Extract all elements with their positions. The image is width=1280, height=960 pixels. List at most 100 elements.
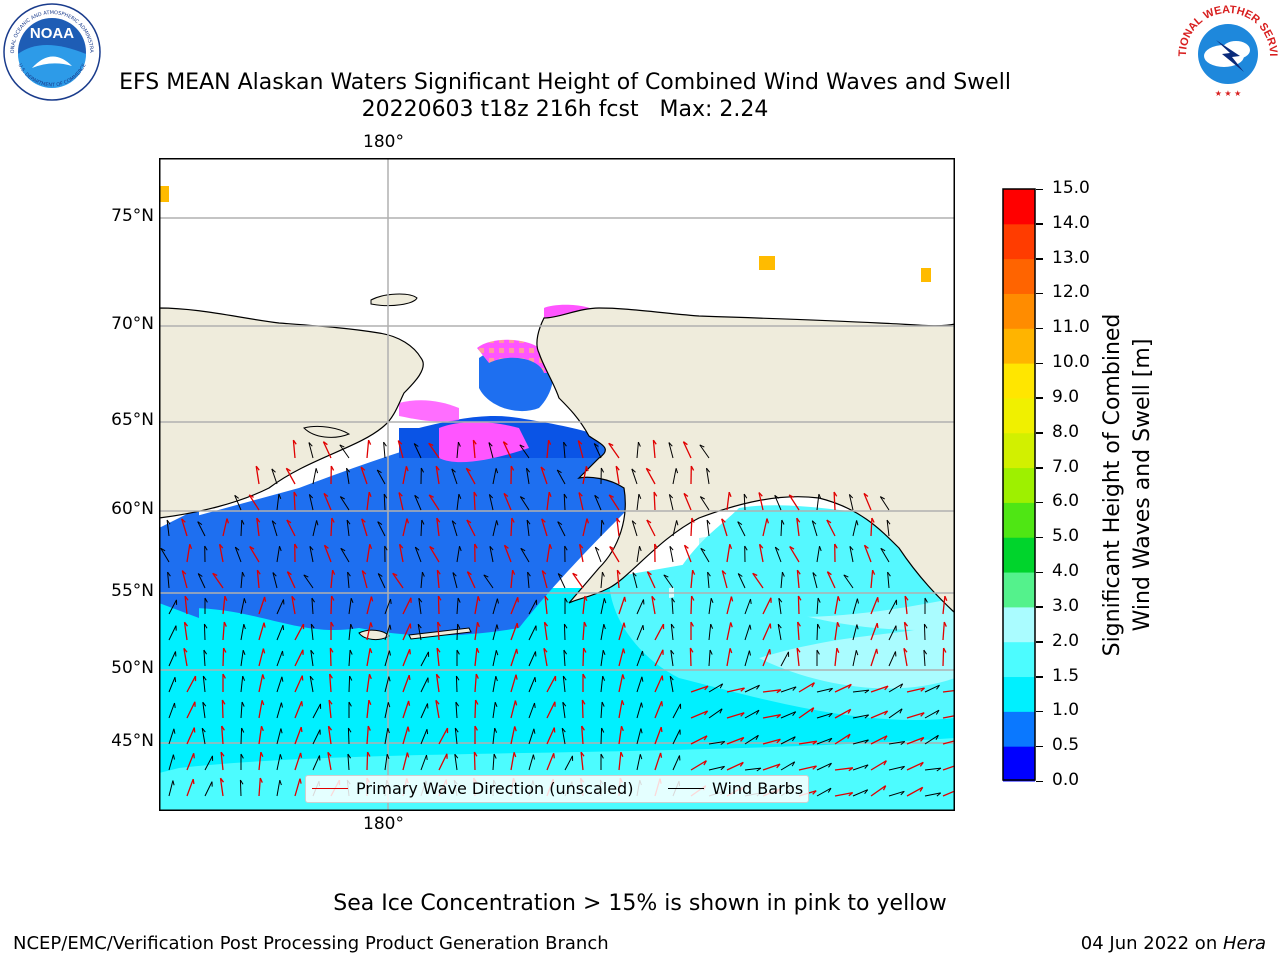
wave-arrow-head	[721, 518, 726, 523]
wave-direction-arrow	[834, 683, 852, 693]
wind-barb	[308, 494, 314, 511]
wave-arrow-head	[544, 595, 549, 601]
wind-barb-flag	[339, 444, 345, 448]
wind-barb	[600, 519, 603, 537]
wind-barb	[240, 624, 245, 641]
wind-barb	[852, 764, 869, 771]
wave-arrow-head	[608, 494, 614, 498]
wave-arrow-head	[553, 753, 555, 759]
wind-barb	[708, 708, 723, 719]
wave-arrow-head	[183, 647, 188, 653]
colorbar-tick-mark	[1036, 467, 1043, 469]
wind-barb-flag	[671, 597, 676, 603]
colorbar-tick-label: 12.0	[1052, 282, 1090, 303]
wave-direction-arrow	[218, 544, 224, 563]
wave-arrow-head	[834, 543, 838, 549]
wave-arrow-head	[474, 725, 478, 731]
wind-barb-flag	[601, 701, 605, 707]
wave-direction-arrow	[942, 647, 945, 667]
wave-direction-arrow	[651, 596, 656, 615]
wave-arrow-head	[286, 519, 292, 524]
wave-arrow-head	[703, 710, 709, 716]
wave-direction-arrow	[653, 491, 656, 511]
wave-arrow-head	[429, 546, 435, 550]
wave-arrow-head	[730, 622, 733, 628]
wind-barb	[272, 572, 278, 589]
wind-barb	[377, 573, 386, 589]
wind-barb	[852, 624, 858, 641]
colorbar-tick-mark	[1036, 745, 1043, 748]
colorbar-band	[1003, 223, 1035, 260]
wave-direction-arrow	[428, 494, 440, 511]
wave-direction-arrow	[429, 546, 440, 563]
wave-direction-arrow	[402, 466, 408, 485]
wind-barb-flag	[239, 779, 244, 785]
wave-arrow-head	[776, 689, 782, 694]
wave-direction-arrow	[762, 689, 781, 693]
wave-direction-arrow	[834, 733, 851, 745]
wind-barb	[668, 494, 674, 511]
wave-arrow-head	[330, 465, 335, 471]
wind-barb	[743, 493, 746, 511]
wave-arrow-head	[212, 572, 218, 577]
wind-barb-flag	[900, 790, 905, 796]
wave-arrow-head	[703, 735, 708, 741]
wind-barb	[737, 521, 746, 537]
wind-barb	[600, 727, 603, 745]
wave-arrow-head	[285, 467, 291, 472]
wave-arrow-head	[541, 570, 547, 575]
wave-arrow-head	[944, 595, 948, 601]
wind-barb-flag	[420, 467, 425, 473]
wave-direction-arrow	[762, 713, 781, 719]
wind-barb-flag	[387, 728, 390, 734]
wind-barb	[456, 546, 460, 563]
wind-barb	[201, 728, 206, 745]
wind-barb-flag	[564, 545, 568, 551]
wave-arrow-head	[690, 465, 695, 471]
wind-barb-flag	[281, 676, 284, 682]
wave-direction-arrow	[474, 648, 478, 667]
wind-barb	[600, 676, 604, 693]
wave-arrow-head	[262, 648, 266, 654]
wind-barb-flag	[279, 546, 282, 552]
wave-arrow-head	[549, 543, 553, 550]
wave-direction-arrow	[428, 442, 440, 459]
wind-barb-flag	[563, 441, 567, 447]
wave-arrow-head	[398, 492, 403, 497]
wave-direction-arrow	[510, 597, 519, 615]
wave-arrow-head	[406, 752, 410, 758]
wave-direction-arrow	[466, 571, 476, 589]
wave-direction-arrow	[437, 621, 440, 641]
wave-arrow-head	[623, 622, 626, 628]
wind-barb-flag	[557, 521, 563, 526]
wind-barb	[708, 598, 712, 615]
wave-direction-arrow	[366, 700, 370, 719]
wind-barb-flag	[421, 571, 425, 577]
wind-barb-flag	[827, 787, 832, 793]
wind-barb-flag	[642, 650, 644, 656]
wind-barb	[384, 598, 391, 615]
wind-barb	[339, 444, 350, 459]
wave-direction-arrow	[721, 518, 728, 537]
wave-arrow-head	[219, 777, 225, 783]
wave-direction-arrow	[646, 519, 656, 537]
lon-label-top: 180°	[363, 132, 404, 152]
wind-barb	[744, 650, 750, 667]
wind-barb	[706, 520, 710, 537]
wave-arrow-head	[689, 647, 694, 653]
wave-direction-arrow	[540, 466, 548, 485]
wave-arrow-head	[659, 752, 663, 758]
wind-barb	[456, 442, 459, 459]
wind-barb	[383, 442, 386, 459]
wave-arrow-head	[577, 440, 583, 445]
wave-direction-arrow	[292, 440, 296, 459]
wind-barb	[672, 755, 680, 771]
colorbar-tick-label: 14.0	[1052, 212, 1090, 233]
wave-arrow-head	[661, 701, 663, 707]
wind-barb-flag	[457, 597, 461, 603]
wind-barb	[197, 573, 206, 589]
wave-direction-arrow	[323, 493, 332, 511]
wave-direction-arrow	[721, 570, 728, 589]
wind-barb	[816, 687, 833, 693]
wave-arrow-head	[260, 725, 264, 732]
